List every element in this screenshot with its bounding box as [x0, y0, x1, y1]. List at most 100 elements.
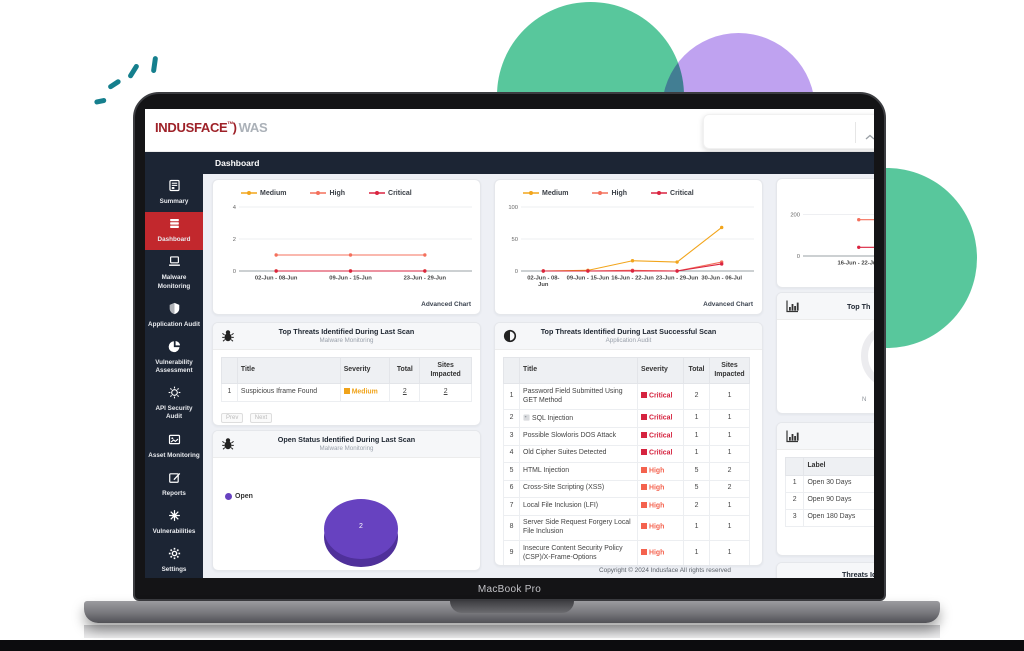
column-header [503, 356, 520, 385]
table-row: 7 Local File Inclusion (LFI) High 2 1 [503, 497, 750, 516]
cell-total: 1 [683, 444, 710, 464]
legend-item[interactable]: Medium [523, 187, 568, 199]
column-header: Total [683, 356, 710, 385]
cell-num: 2 [784, 491, 805, 510]
table-pagination: Prev Next [221, 406, 472, 424]
pie-icon [168, 340, 181, 353]
indusface-was-logo: INDUSFACETM) WAS [155, 120, 268, 135]
legend-item[interactable]: Critical [651, 187, 694, 199]
cell-title: SQL Injection [519, 409, 638, 429]
legend-item[interactable]: Critical [369, 187, 412, 199]
cell-label: Open 30 Days [803, 474, 874, 493]
threats-identified-panel: Threats Id [776, 562, 874, 578]
svg-text:09-Jun - 15-Jun: 09-Jun - 15-Jun [567, 276, 610, 282]
column-header [221, 356, 238, 385]
panel-header: Open Status Identified During Last Scan … [213, 431, 480, 458]
svg-text:4: 4 [233, 205, 237, 211]
sidebar-item-summary[interactable]: Summary [145, 174, 203, 212]
cell-num: 1 [221, 383, 238, 402]
column-header: Label [803, 457, 874, 476]
floor-reflection-band [0, 640, 1024, 651]
app-screen: INDUSFACETM) WAS Dashboard Summary Dashboa… [145, 109, 874, 578]
legend-line-icon [523, 191, 539, 195]
severity-badge: Critical [637, 383, 684, 411]
advanced-chart-link[interactable]: Advanced Chart [703, 301, 753, 308]
sidebar-item-label: Application Audit [148, 320, 200, 328]
dropdown-divider [855, 122, 856, 143]
svg-text:09-Jun - 15-Jun: 09-Jun - 15-Jun [329, 276, 372, 282]
sidebar-item-dashboard[interactable]: Dashboard [145, 212, 203, 251]
sidebar-item-reports[interactable]: Reports [145, 466, 203, 504]
table-row: 5 HTML Injection High 5 2 [503, 462, 750, 481]
legend-item[interactable]: High [592, 187, 627, 199]
sidebar-item-vulnerability-assessment[interactable]: Vulnerability Assessment [145, 335, 203, 381]
cell-num: 5 [503, 462, 520, 481]
panel-header: Top Threats Identified During Last Succe… [495, 323, 762, 350]
sidebar-item-malware-monitoring[interactable]: Malware Monitoring [145, 250, 203, 296]
sidebar-item-asset-monitoring[interactable]: Asset Monitoring [145, 428, 203, 466]
cell-sites[interactable]: 2 [419, 383, 472, 402]
panel-title: Open Status Identified During Last Scan [277, 435, 416, 444]
legend-label: High [611, 189, 628, 197]
decor-burst-stroke [150, 55, 158, 74]
sidebar-item-application-audit[interactable]: Application Audit [145, 297, 203, 335]
pie-slice-open [324, 499, 398, 559]
cell-total: 1 [683, 427, 710, 446]
legend-line-icon [592, 191, 609, 195]
legend-label: Critical [388, 189, 412, 197]
svg-text:02-Jun - 08-Jun: 02-Jun - 08-Jun [527, 276, 559, 288]
gear-icon [168, 547, 181, 560]
severity-square-icon [641, 431, 647, 438]
next-button[interactable]: Next [249, 412, 273, 423]
site-selector-dropdown[interactable] [703, 114, 874, 149]
dashboard-icon [168, 217, 181, 230]
column-header: Sites Impacted [709, 356, 750, 385]
appaudit-threats-panel: Top Threats Identified During Last Succe… [494, 322, 763, 566]
sidebar-item-settings[interactable]: Settings [145, 542, 203, 578]
prev-button[interactable]: Prev [221, 412, 244, 423]
svg-text:16-Jun - 22-Jun: 16-Jun - 22-Jun [837, 261, 874, 267]
bug-icon [221, 329, 235, 343]
legend-label: Medium [542, 189, 569, 197]
severity-badge: High [637, 462, 684, 481]
sidebar-item-api-security-audit[interactable]: API Security Audit [145, 381, 203, 427]
chevron-up-icon[interactable] [865, 128, 874, 146]
sidebar-item-vulnerabilities[interactable]: Vulnerabilities [145, 504, 203, 542]
cell-total: 2 [683, 497, 710, 516]
table-row: 9 Insecure Content Security Policy (CSP)/… [503, 540, 750, 565]
page-title: Dashboard [145, 152, 874, 174]
pie-legend-item[interactable]: Open [225, 493, 253, 500]
image-icon [523, 414, 530, 421]
decor-burst-stroke [93, 97, 107, 105]
column-header: Severity [637, 356, 684, 385]
laptop-base-notch [450, 601, 574, 613]
cell-total[interactable]: 2 [389, 383, 421, 402]
panel-header: Top Th [777, 293, 874, 320]
legend-item[interactable]: Medium [241, 187, 286, 199]
legend-item[interactable]: High [310, 187, 345, 199]
malware-threats-table: Title Severity Total Sites Impacted 1 Suspici… [221, 356, 472, 402]
panel-title: Top Th [847, 302, 871, 311]
svg-text:23-Jun - 29-Jun: 23-Jun - 29-Jun [656, 276, 699, 282]
cell-title: Server Side Request Forgery Local File I… [519, 514, 638, 542]
cell-sites: 1 [709, 540, 750, 565]
table-row: 3 Open 180 Days [784, 508, 874, 527]
cell-total: 1 [683, 540, 710, 565]
severity-badge: High [637, 514, 684, 542]
bug-burst-icon [168, 509, 181, 522]
shield-icon [168, 302, 181, 315]
open-status-pie-chart[interactable]: 2 [324, 499, 398, 567]
cell-total: 5 [683, 462, 710, 481]
advanced-chart-link[interactable]: Advanced Chart [421, 301, 471, 308]
appaudit-threats-table: Title Severity Total Sites Impacted 1 Passwor… [495, 356, 762, 565]
panel-subtitle: Malware Monitoring [319, 445, 374, 452]
cell-label: Open 180 Days [803, 508, 874, 527]
svg-text:0: 0 [515, 269, 518, 275]
bug-icon [221, 437, 235, 451]
open-aging-panel: Label 1 Open 30 Days 2 Open 90 Days 3 Open 180… [776, 422, 874, 556]
panel-subtitle: Application Audit [605, 337, 652, 344]
cell-sites: 1 [709, 427, 750, 446]
table-row: 1 Suspicious Iframe Found Medium 2 2 [221, 383, 472, 402]
laptop-base-reflection [84, 625, 940, 638]
cell-title: Local File Inclusion (LFI) [519, 497, 638, 516]
